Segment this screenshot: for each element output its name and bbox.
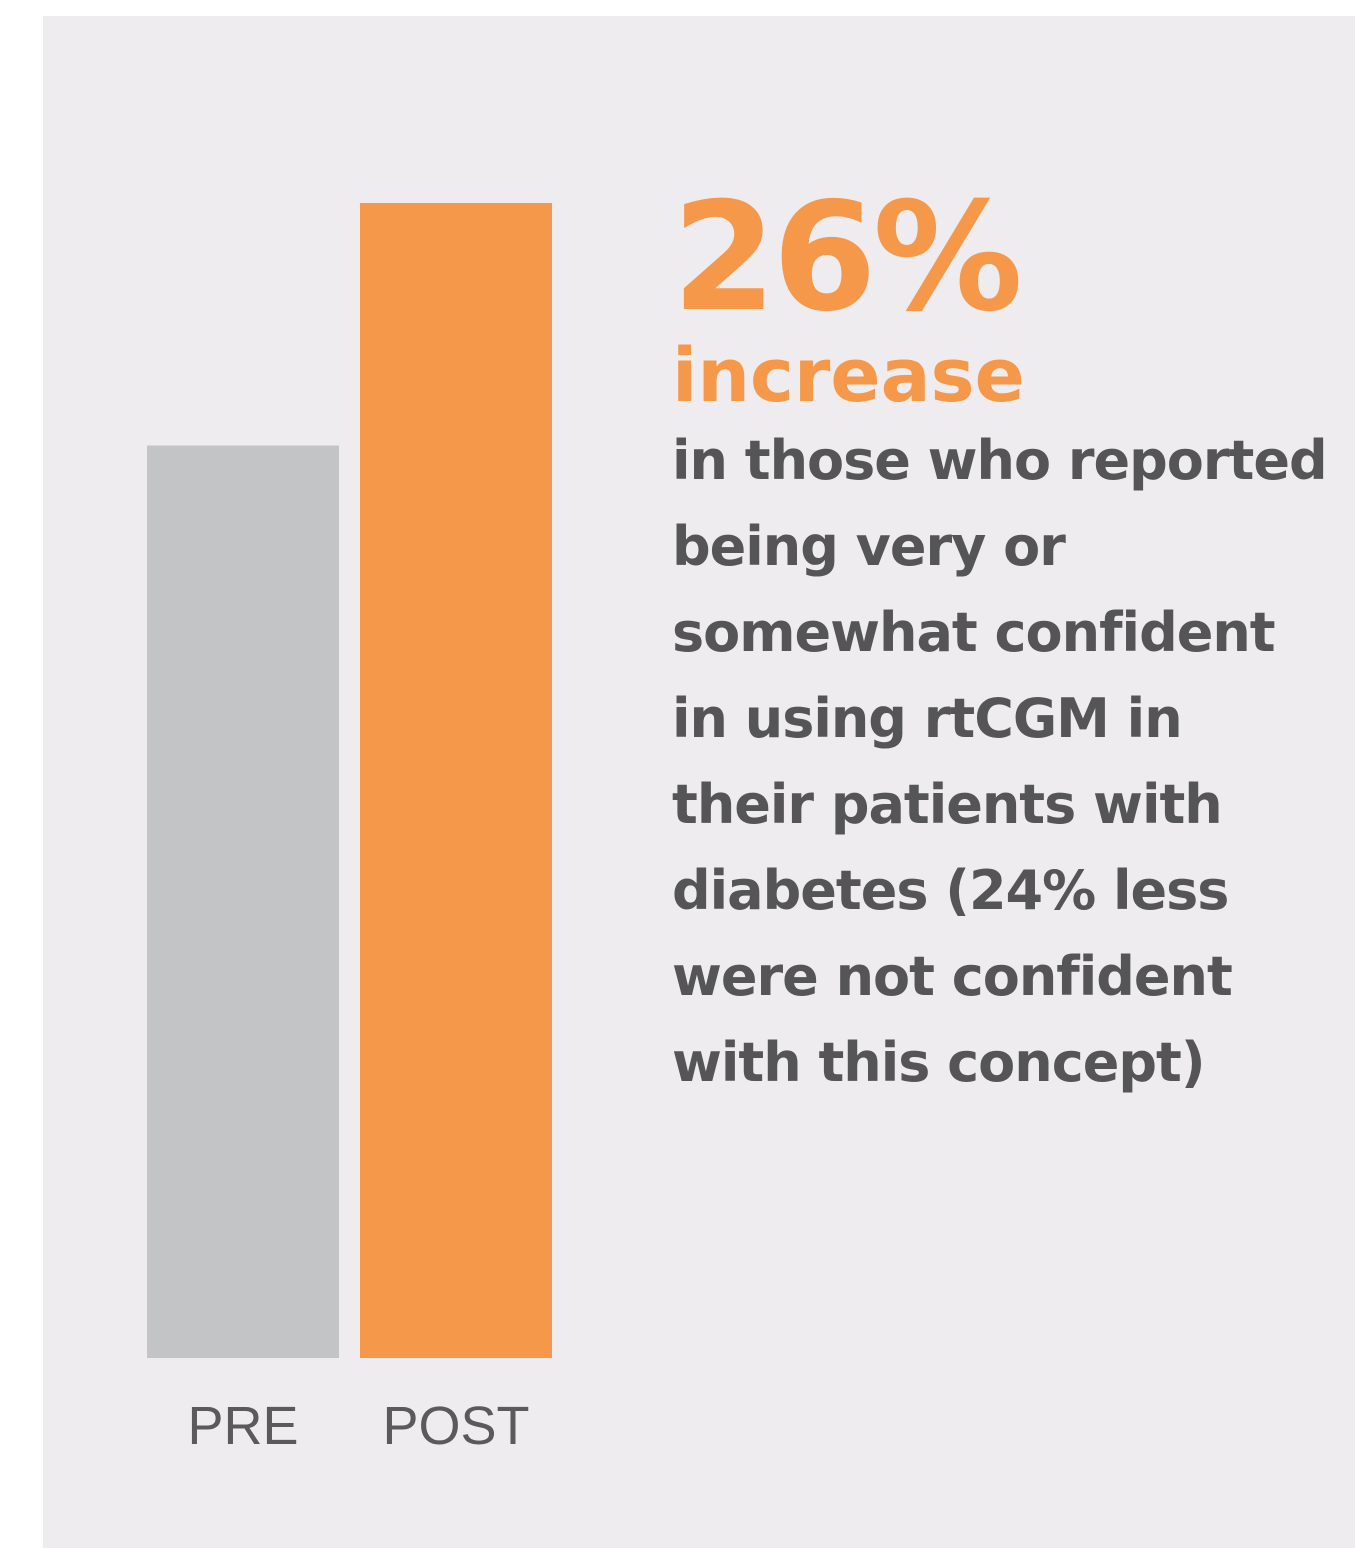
category-label-pre: PRE	[187, 1396, 298, 1456]
bar-group	[147, 203, 552, 1358]
stat-label: increase	[672, 333, 1025, 419]
stat-value: 26%	[672, 171, 1023, 345]
stat-description: in those who reported being very or some…	[672, 429, 1328, 1094]
callout-text: 26% increase in those who reported being…	[672, 178, 1332, 1106]
bar-pre	[147, 445, 339, 1358]
bar-post	[360, 203, 552, 1358]
category-label-group: PRE POST	[187, 1396, 529, 1456]
category-label-post: POST	[382, 1396, 529, 1456]
